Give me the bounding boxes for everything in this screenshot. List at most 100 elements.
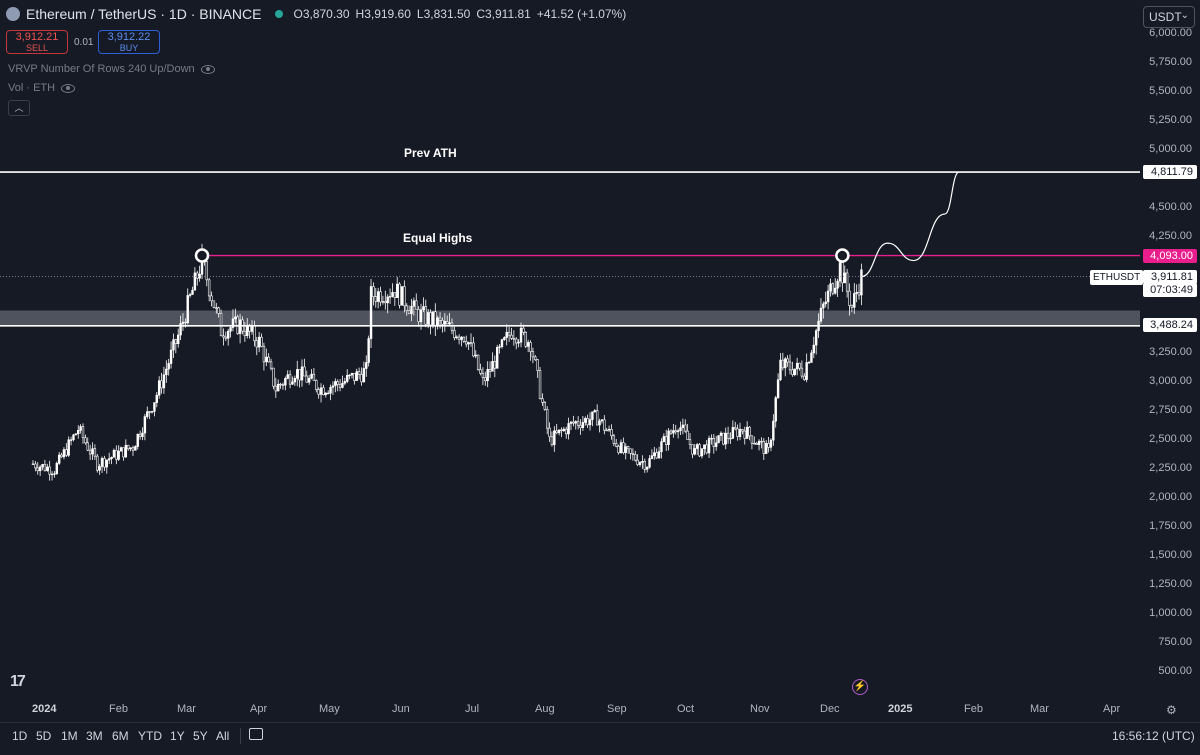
candle-body bbox=[529, 342, 532, 352]
candle-body bbox=[698, 444, 701, 457]
timeframe-ytd[interactable]: YTD bbox=[138, 729, 162, 743]
candle-body bbox=[793, 368, 796, 375]
timeframe-6m[interactable]: 6M bbox=[112, 729, 129, 743]
price-tick: 2,750.00 bbox=[1149, 404, 1192, 416]
candle-body bbox=[669, 430, 673, 434]
timeframe-5y[interactable]: 5Y bbox=[193, 729, 208, 743]
indicator-vrvp[interactable]: VRVP Number Of Rows 240 Up/Down bbox=[8, 63, 215, 75]
calendar-icon[interactable] bbox=[249, 728, 263, 740]
candle-body bbox=[505, 331, 508, 338]
candle-body bbox=[607, 428, 611, 431]
symbol-title[interactable]: Ethereum / TetherUS · 1D · BINANCE bbox=[26, 6, 262, 22]
collapse-legend-button[interactable]: ︿ bbox=[8, 100, 30, 116]
settings-gear-icon[interactable]: ⚙ bbox=[1166, 703, 1177, 717]
candle-body bbox=[531, 351, 535, 358]
symbol-tag: ETHUSDT bbox=[1090, 270, 1144, 285]
candle-body bbox=[707, 438, 711, 454]
time-tick: Mar bbox=[177, 703, 196, 715]
currency-select[interactable]: USDT ⌄ bbox=[1143, 6, 1195, 28]
candle-body bbox=[760, 440, 763, 443]
candle-body bbox=[662, 436, 666, 443]
candle-body bbox=[343, 381, 347, 384]
candle-body bbox=[824, 301, 827, 305]
candle-body bbox=[267, 356, 270, 363]
candle-body bbox=[493, 361, 497, 369]
price-tick: 2,250.00 bbox=[1149, 462, 1192, 474]
candle-body bbox=[812, 344, 816, 354]
candle-body bbox=[845, 272, 849, 292]
candle-body bbox=[107, 458, 111, 461]
timeframe-1d[interactable]: 1D bbox=[12, 729, 28, 743]
timeframe-5d[interactable]: 5D bbox=[36, 729, 52, 743]
timeframe-all[interactable]: All bbox=[216, 729, 230, 743]
candle-body bbox=[465, 341, 468, 345]
candle-body bbox=[595, 410, 599, 426]
price-tick: 6,000.00 bbox=[1149, 27, 1192, 39]
time-tick: Nov bbox=[750, 703, 770, 715]
timeframe-3m[interactable]: 3M bbox=[86, 729, 103, 743]
candle-body bbox=[376, 291, 380, 302]
candle-body bbox=[419, 309, 423, 323]
candle-body bbox=[91, 448, 94, 455]
candle-body bbox=[365, 362, 368, 369]
utc-clock[interactable]: 16:56:12 (UTC) bbox=[1112, 729, 1195, 743]
candle-body bbox=[484, 377, 487, 382]
candle-body bbox=[179, 323, 182, 336]
time-tick: Apr bbox=[1103, 703, 1121, 715]
candle-body bbox=[355, 371, 358, 381]
equal-highs-annotation[interactable]: Equal Highs bbox=[403, 231, 473, 245]
candle-body bbox=[431, 311, 435, 326]
eye-hidden-icon[interactable] bbox=[200, 64, 215, 74]
candle-body bbox=[581, 422, 585, 428]
candle-body bbox=[77, 430, 80, 435]
candle-body bbox=[229, 327, 232, 332]
candle-body bbox=[341, 382, 344, 388]
candle-body bbox=[748, 426, 751, 437]
timeframe-1m[interactable]: 1M bbox=[61, 729, 78, 743]
candle-body bbox=[584, 418, 587, 423]
candle-body bbox=[441, 320, 444, 325]
buy-button[interactable]: 3,912.22 BUY bbox=[98, 30, 160, 54]
candle-body bbox=[157, 380, 161, 396]
candle-body bbox=[367, 338, 370, 363]
candle-body bbox=[631, 453, 635, 455]
candle-body bbox=[545, 409, 549, 429]
time-tick: 2025 bbox=[888, 703, 913, 715]
candle-body bbox=[550, 436, 554, 446]
price-chart[interactable] bbox=[0, 0, 1140, 700]
candle-body bbox=[436, 317, 439, 327]
lightning-icon[interactable]: ⚡ bbox=[852, 679, 868, 695]
symbol-header: Ethereum / TetherUS · 1D · BINANCE O3,87… bbox=[6, 6, 626, 22]
candle-body bbox=[338, 384, 342, 388]
tradingview-logo[interactable]: 17 bbox=[10, 673, 26, 690]
candle-body bbox=[450, 322, 454, 331]
price-tick: 500.00 bbox=[1158, 665, 1192, 677]
candle-body bbox=[138, 433, 142, 437]
candle-body bbox=[405, 305, 408, 311]
candle-body bbox=[360, 374, 363, 383]
candle-body bbox=[131, 447, 135, 451]
candle-body bbox=[557, 429, 561, 434]
candle-body bbox=[755, 443, 758, 445]
eye-hidden-icon[interactable] bbox=[61, 83, 76, 93]
candle-body bbox=[555, 430, 558, 434]
candle-body bbox=[553, 430, 556, 446]
candle-body bbox=[776, 379, 780, 399]
candle-body bbox=[636, 459, 639, 465]
indicator-volume[interactable]: Vol · ETH bbox=[8, 82, 76, 94]
candle-body bbox=[181, 321, 185, 324]
candle-body bbox=[115, 449, 118, 460]
candle-body bbox=[500, 339, 504, 347]
candle-body bbox=[781, 359, 785, 369]
prev-ath-annotation[interactable]: Prev ATH bbox=[404, 146, 457, 160]
candle-body bbox=[424, 306, 427, 325]
candle-body bbox=[210, 295, 213, 302]
candle-body bbox=[41, 464, 44, 468]
candle-body bbox=[272, 367, 275, 387]
candle-body bbox=[196, 272, 199, 279]
candle-body bbox=[193, 272, 197, 291]
candle-body bbox=[69, 439, 73, 441]
sell-button[interactable]: 3,912.21 SELL bbox=[6, 30, 68, 54]
candle-body bbox=[548, 427, 551, 438]
timeframe-1y[interactable]: 1Y bbox=[170, 729, 185, 743]
